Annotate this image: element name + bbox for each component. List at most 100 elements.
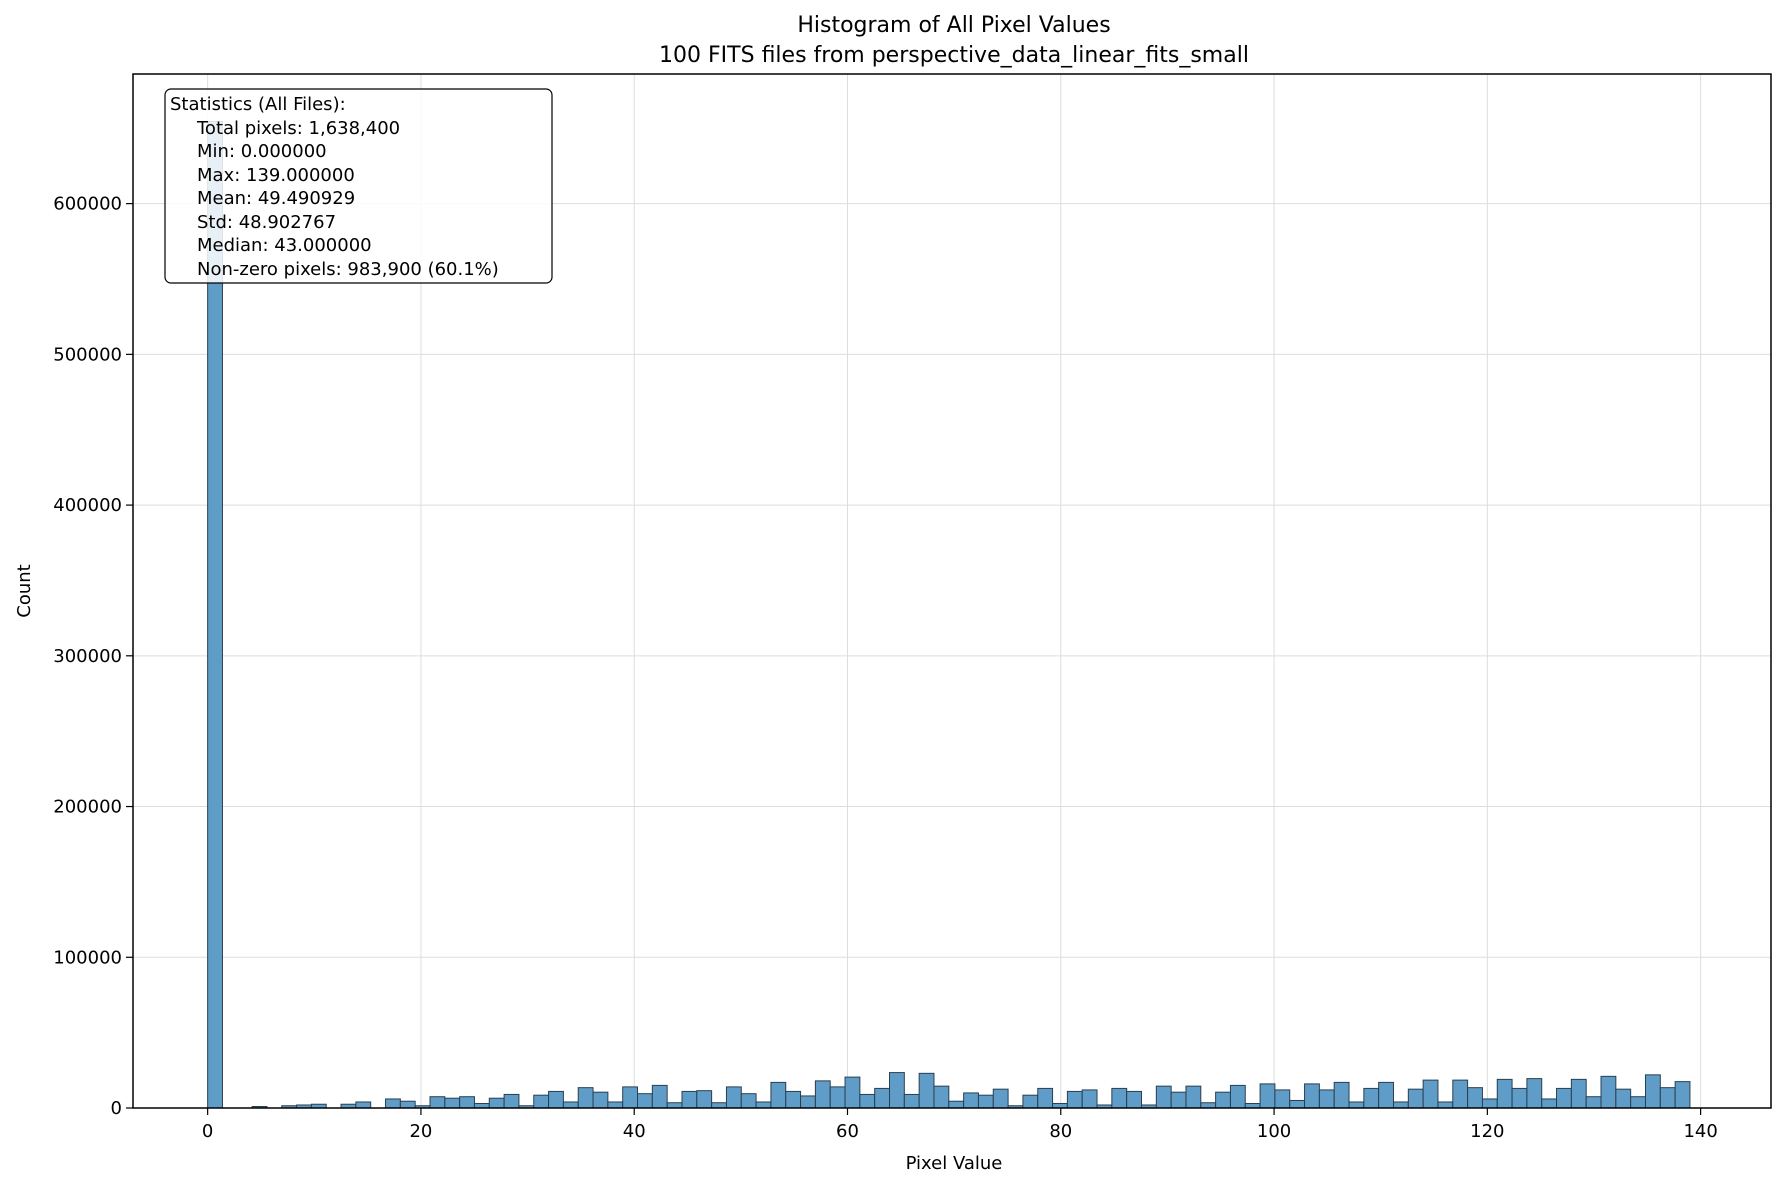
histogram-bar xyxy=(963,1092,979,1109)
histogram-bar xyxy=(889,1072,905,1109)
y-tick-label: 0 xyxy=(111,1098,122,1119)
histogram-bar xyxy=(1556,1087,1572,1109)
histogram-bar xyxy=(355,1101,372,1109)
x-axis-label: Pixel Value xyxy=(906,1153,1003,1174)
histogram-bar xyxy=(1452,1079,1469,1109)
histogram-bar xyxy=(1511,1087,1528,1109)
histogram-bar xyxy=(651,1084,668,1109)
histogram-bar xyxy=(666,1102,683,1109)
histogram-bar xyxy=(755,1101,772,1109)
x-tick-label: 60 xyxy=(836,1121,859,1142)
x-tick-label: 100 xyxy=(1257,1121,1291,1142)
x-tick-label: 80 xyxy=(1049,1121,1072,1142)
histogram-bar xyxy=(1111,1087,1128,1109)
y-tick-label: 200000 xyxy=(53,797,122,818)
histogram-bar xyxy=(948,1100,965,1109)
stats-box: Statistics (All Files): Total pixels: 1,… xyxy=(164,88,553,284)
histogram-bar xyxy=(725,1086,742,1109)
histogram-bar xyxy=(1259,1083,1276,1109)
histogram-bar xyxy=(592,1091,609,1109)
stats-nonzero: Non-zero pixels: 983,900 (60.1%) xyxy=(197,259,499,280)
histogram-bar xyxy=(503,1093,520,1109)
histogram-bar xyxy=(770,1081,787,1109)
histogram-bar xyxy=(1333,1081,1350,1109)
x-tick-label: 20 xyxy=(409,1121,432,1142)
histogram-bar xyxy=(1348,1101,1365,1109)
y-tick-label: 600000 xyxy=(53,194,122,215)
histogram-bar xyxy=(1422,1079,1439,1109)
histogram-bar xyxy=(1200,1102,1217,1109)
histogram-bar xyxy=(1126,1090,1143,1109)
histogram-bar xyxy=(1600,1075,1617,1109)
histogram-bar xyxy=(1570,1078,1587,1109)
histogram-bar xyxy=(933,1085,950,1109)
histogram-bar xyxy=(1022,1094,1039,1109)
histogram-bar xyxy=(800,1095,816,1109)
x-tick-label: 120 xyxy=(1470,1121,1504,1142)
stats-min: Min: 0.000000 xyxy=(197,141,327,162)
histogram-bar xyxy=(1170,1091,1187,1109)
histogram-bar xyxy=(1526,1078,1543,1109)
histogram-bar xyxy=(740,1093,757,1109)
y-axis-ticks: 0 100000 200000 300000 400000 500000 600000 xyxy=(53,194,133,1119)
histogram-bar xyxy=(399,1100,416,1109)
histogram-bar xyxy=(1392,1101,1409,1109)
histogram-bar xyxy=(429,1096,446,1109)
histogram-bar xyxy=(1481,1098,1498,1109)
histogram-bar xyxy=(1659,1087,1676,1109)
histogram-bar xyxy=(1185,1085,1202,1109)
histogram-bar xyxy=(1215,1091,1231,1109)
histogram-bar xyxy=(1585,1096,1602,1109)
stats-std: Std: 48.902767 xyxy=(197,212,336,233)
histogram-bar xyxy=(637,1093,653,1109)
histogram-bar xyxy=(844,1076,861,1109)
histogram-bar xyxy=(577,1087,594,1109)
histogram-bar xyxy=(533,1094,550,1109)
histogram-bar xyxy=(1229,1084,1246,1109)
histogram-bar xyxy=(1081,1089,1098,1109)
stats-box-frame xyxy=(164,88,553,284)
histogram-bar xyxy=(444,1097,461,1109)
histogram-bar xyxy=(1437,1101,1454,1109)
histogram-bar xyxy=(1541,1098,1558,1109)
chart-subtitle: 100 FITS files from perspective_data_lin… xyxy=(659,43,1249,68)
y-tick-label: 300000 xyxy=(53,646,122,667)
histogram-bar xyxy=(681,1090,698,1109)
stats-mean: Mean: 49.490929 xyxy=(197,188,355,209)
histogram-bar xyxy=(1496,1078,1513,1109)
histogram-bar xyxy=(829,1086,846,1109)
histogram-bar xyxy=(785,1090,802,1109)
histogram-bar xyxy=(607,1101,624,1109)
histogram-bar xyxy=(1644,1074,1661,1109)
histogram-bar xyxy=(1155,1085,1172,1109)
stats-total-pixels: Total pixels: 1,638,400 xyxy=(196,118,400,139)
chart-title: Histogram of All Pixel Values xyxy=(797,13,1110,38)
x-tick-label: 40 xyxy=(623,1121,646,1142)
histogram-bar xyxy=(1066,1090,1083,1109)
histogram-bar xyxy=(814,1080,831,1109)
histogram-bar xyxy=(903,1093,920,1109)
histogram-bar xyxy=(874,1087,891,1109)
histogram-bar xyxy=(859,1093,876,1109)
grid-lines xyxy=(133,74,1771,1109)
histogram-bar xyxy=(1467,1087,1483,1109)
histogram-bar xyxy=(696,1090,713,1109)
histogram-bar xyxy=(1274,1089,1291,1109)
histogram-bar xyxy=(1304,1083,1320,1109)
histogram-bar xyxy=(1630,1096,1646,1109)
histogram-bar xyxy=(459,1096,475,1109)
histogram-bar xyxy=(1615,1088,1632,1109)
plot-frame xyxy=(132,73,1772,1109)
histogram-bar xyxy=(1378,1081,1394,1109)
histogram-bar xyxy=(488,1097,505,1109)
y-axis-label: Count xyxy=(14,564,35,617)
histogram-bar xyxy=(1363,1087,1380,1109)
histogram-bar xyxy=(711,1102,727,1109)
histogram-bar xyxy=(548,1090,564,1109)
histogram-bar xyxy=(1318,1089,1335,1109)
histogram-bar xyxy=(1407,1088,1424,1109)
histogram-bar xyxy=(918,1072,935,1109)
y-tick-label: 500000 xyxy=(53,344,122,365)
histogram-bar xyxy=(992,1088,1009,1109)
